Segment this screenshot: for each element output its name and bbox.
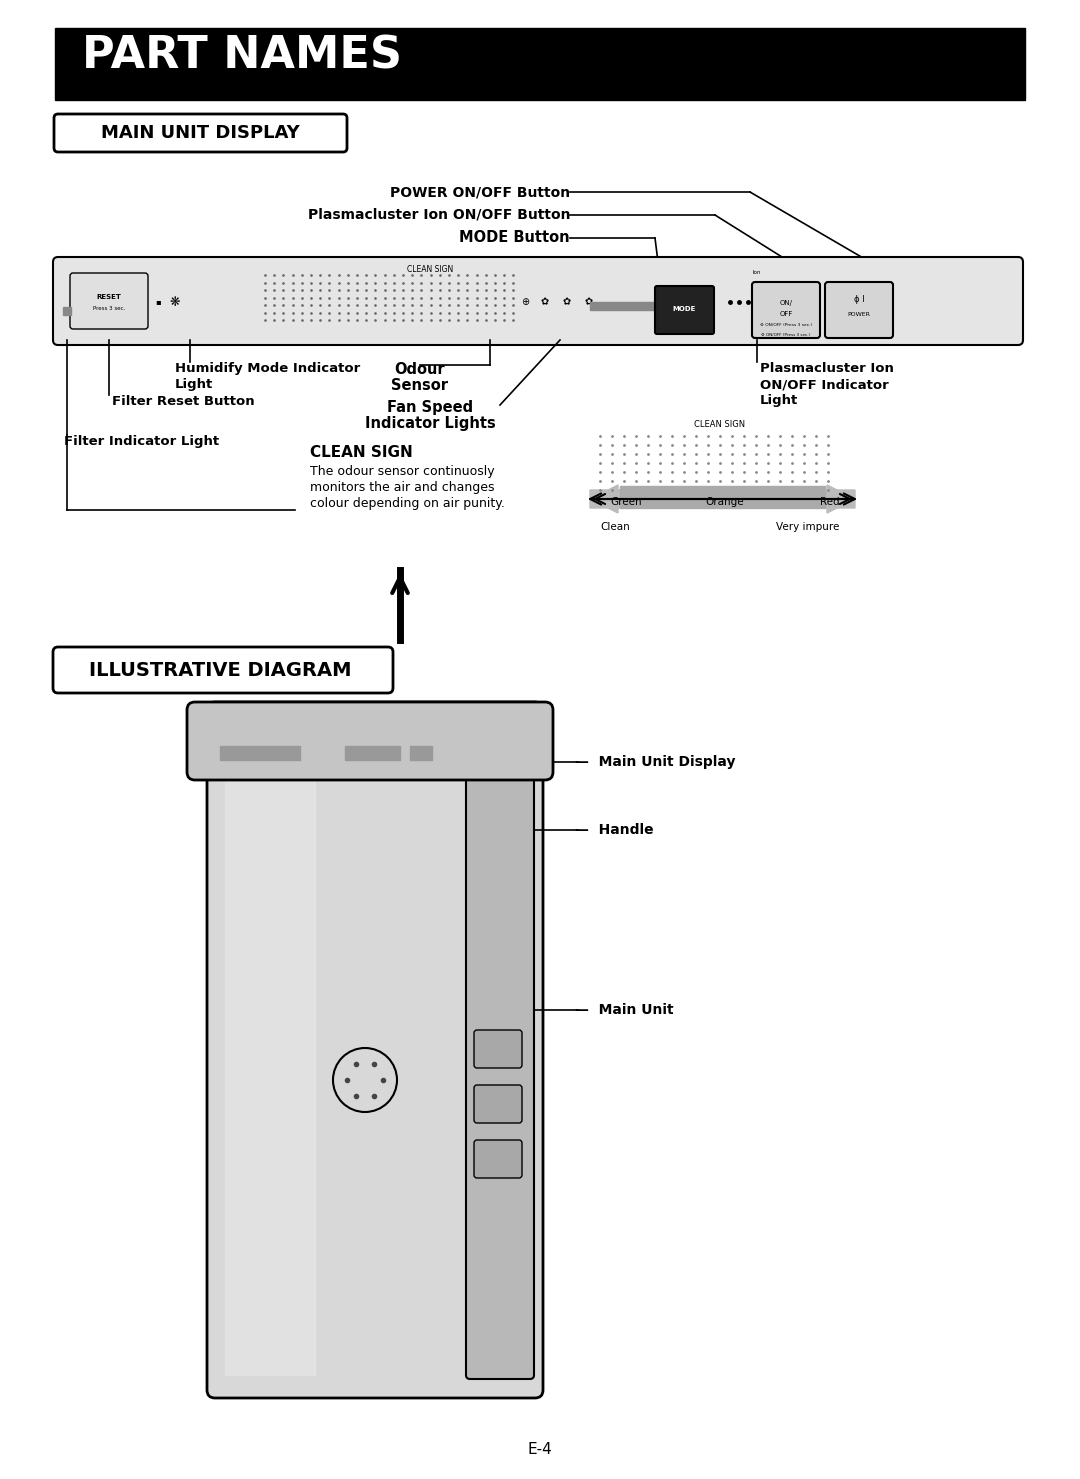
Text: Sensor: Sensor xyxy=(391,379,448,393)
Bar xyxy=(225,725,315,1375)
Text: CLEAN SIGN: CLEAN SIGN xyxy=(310,445,413,460)
FancyBboxPatch shape xyxy=(465,716,534,1378)
Text: —  Handle: — Handle xyxy=(575,822,653,837)
FancyBboxPatch shape xyxy=(474,1086,522,1123)
Text: —  Main Unit: — Main Unit xyxy=(575,1003,674,1018)
Bar xyxy=(410,745,432,760)
Text: Very impure: Very impure xyxy=(777,522,839,532)
Bar xyxy=(590,302,654,311)
Text: Fan Speed: Fan Speed xyxy=(387,399,473,416)
Text: Orange: Orange xyxy=(705,497,744,507)
Text: Light: Light xyxy=(760,393,798,407)
Text: ⚙ ON/OFF (Press 3 sec.): ⚙ ON/OFF (Press 3 sec.) xyxy=(761,333,811,337)
Text: ILLUSTRATIVE DIAGRAM: ILLUSTRATIVE DIAGRAM xyxy=(89,661,351,679)
Text: MODE Button: MODE Button xyxy=(459,231,570,246)
FancyBboxPatch shape xyxy=(825,282,893,339)
FancyBboxPatch shape xyxy=(54,114,347,152)
Text: POWER: POWER xyxy=(848,312,870,317)
FancyBboxPatch shape xyxy=(70,274,148,328)
Text: ✿: ✿ xyxy=(563,297,571,308)
Text: Odour: Odour xyxy=(394,362,445,377)
Text: MODE: MODE xyxy=(673,306,696,312)
FancyBboxPatch shape xyxy=(474,1029,522,1068)
Bar xyxy=(345,745,400,760)
Text: The odour sensor continuosly: The odour sensor continuosly xyxy=(310,464,495,478)
Text: ✿: ✿ xyxy=(541,297,549,308)
Text: MAIN UNIT DISPLAY: MAIN UNIT DISPLAY xyxy=(100,124,299,142)
FancyArrow shape xyxy=(590,485,855,513)
Text: Light: Light xyxy=(175,379,213,390)
Bar xyxy=(620,487,825,507)
Text: Green: Green xyxy=(610,497,642,507)
Text: Plasmacluster Ion: Plasmacluster Ion xyxy=(760,362,894,376)
FancyArrow shape xyxy=(590,485,855,513)
FancyBboxPatch shape xyxy=(654,285,714,334)
Text: Humidify Mode Indicator: Humidify Mode Indicator xyxy=(175,362,361,376)
Text: —  Main Unit Display: — Main Unit Display xyxy=(575,754,735,769)
Text: CLEAN SIGN: CLEAN SIGN xyxy=(407,266,454,275)
Text: Press 3 sec.: Press 3 sec. xyxy=(93,306,125,311)
Text: monitors the air and changes: monitors the air and changes xyxy=(310,481,495,494)
Text: ON/OFF Indicator: ON/OFF Indicator xyxy=(760,379,889,390)
Text: ⚙ ON/OFF (Press 3 sec.): ⚙ ON/OFF (Press 3 sec.) xyxy=(760,322,812,327)
Text: Plasmacluster Ion ON/OFF Button: Plasmacluster Ion ON/OFF Button xyxy=(308,209,570,222)
Text: E-4: E-4 xyxy=(528,1442,552,1457)
Text: Red: Red xyxy=(820,497,840,507)
FancyBboxPatch shape xyxy=(474,1140,522,1177)
Text: ϕ I: ϕ I xyxy=(853,294,864,303)
Bar xyxy=(63,308,71,315)
Text: RESET: RESET xyxy=(96,294,121,300)
Text: ON/: ON/ xyxy=(780,300,793,306)
FancyBboxPatch shape xyxy=(207,703,543,1398)
Text: ❋: ❋ xyxy=(170,296,180,309)
Text: colour depending on air punity.: colour depending on air punity. xyxy=(310,497,504,510)
FancyBboxPatch shape xyxy=(53,257,1023,345)
Text: ⊕: ⊕ xyxy=(521,297,529,308)
Text: ✿: ✿ xyxy=(585,297,593,308)
Text: ▪: ▪ xyxy=(156,297,161,306)
Bar xyxy=(220,745,300,760)
Text: Filter Reset Button: Filter Reset Button xyxy=(112,395,255,408)
Text: Clean: Clean xyxy=(600,522,630,532)
Text: PART NAMES: PART NAMES xyxy=(82,34,402,77)
Bar xyxy=(55,28,1025,101)
FancyBboxPatch shape xyxy=(53,646,393,694)
Text: Indicator Lights: Indicator Lights xyxy=(365,416,496,430)
Text: POWER ON/OFF Button: POWER ON/OFF Button xyxy=(390,185,570,200)
FancyBboxPatch shape xyxy=(187,703,553,779)
Text: OFF: OFF xyxy=(780,311,793,317)
Text: Filter Indicator Light: Filter Indicator Light xyxy=(64,435,219,448)
Text: Ion: Ion xyxy=(753,269,761,275)
Text: CLEAN SIGN: CLEAN SIGN xyxy=(694,420,745,429)
FancyBboxPatch shape xyxy=(752,282,820,339)
